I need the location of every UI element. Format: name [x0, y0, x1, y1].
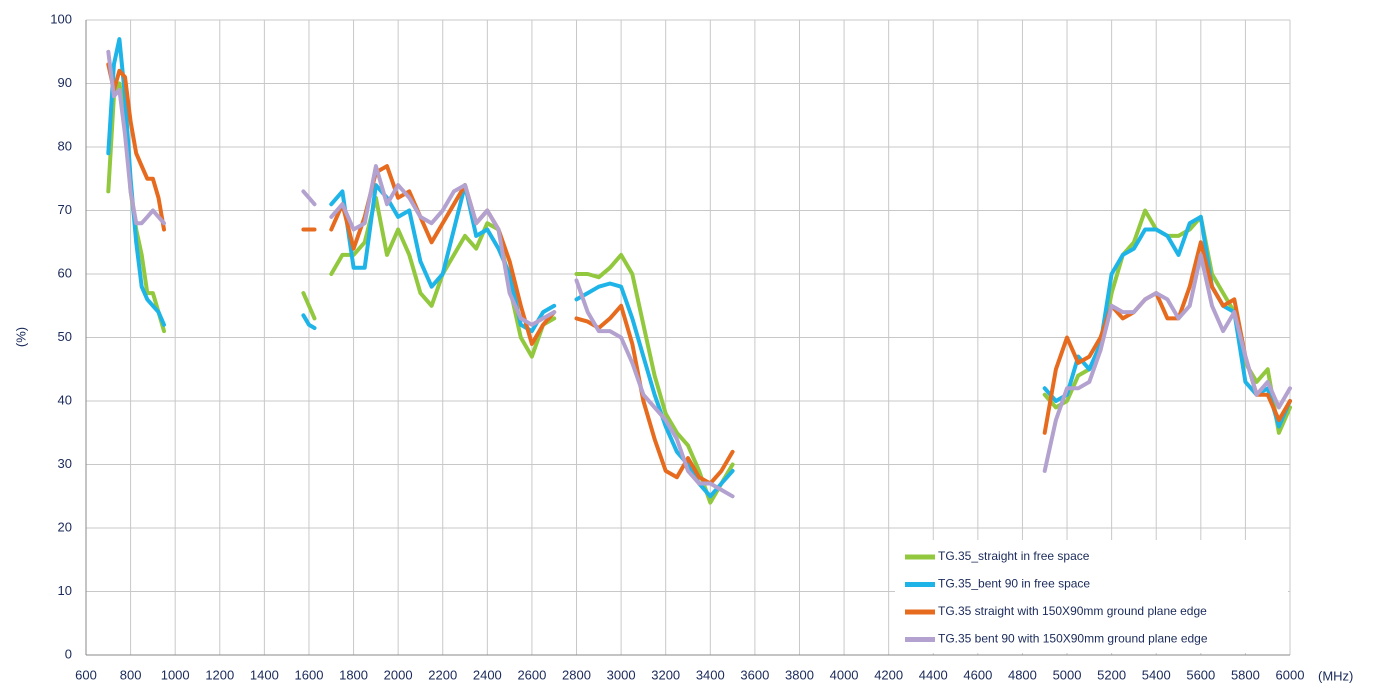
- x-tick-label: 4000: [830, 667, 859, 682]
- x-tick-label: 1800: [339, 667, 368, 682]
- y-tick-label: 70: [58, 202, 72, 217]
- y-axis-label: (%): [13, 327, 28, 347]
- y-tick-label: 10: [58, 583, 72, 598]
- legend-label: TG.35 straight with 150X90mm ground plan…: [938, 604, 1207, 618]
- x-tick-label: 5600: [1186, 667, 1215, 682]
- x-tick-label: 6000: [1276, 667, 1305, 682]
- legend-label: TG.35 bent 90 with 150X90mm ground plane…: [938, 632, 1208, 646]
- x-tick-label: 2000: [384, 667, 413, 682]
- x-tick-label: 3600: [740, 667, 769, 682]
- y-tick-label: 80: [58, 138, 72, 153]
- x-tick-label: 1000: [161, 667, 190, 682]
- series-line: [106, 37, 1292, 499]
- x-tick-label: 5400: [1142, 667, 1171, 682]
- x-tick-label: 3400: [696, 667, 725, 682]
- x-tick-label: 1200: [205, 667, 234, 682]
- x-tick-label: 1600: [295, 667, 324, 682]
- y-tick-label: 90: [58, 75, 72, 90]
- x-tick-label: 800: [120, 667, 142, 682]
- y-tick-label: 50: [58, 329, 72, 344]
- x-tick-label: 3200: [651, 667, 680, 682]
- y-tick-label: 40: [58, 392, 72, 407]
- x-tick-label: 2200: [428, 667, 457, 682]
- legend-label: TG.35_straight in free space: [938, 549, 1090, 563]
- legend-box: [895, 540, 1288, 653]
- y-tick-label: 0: [65, 646, 72, 661]
- x-tick-label: 1400: [250, 667, 279, 682]
- legend-label: TG.35_bent 90 in free space: [938, 577, 1090, 591]
- x-tick-label: 3000: [607, 667, 636, 682]
- x-tick-label: 5800: [1231, 667, 1260, 682]
- x-tick-label: 3800: [785, 667, 814, 682]
- series-line: [106, 81, 1292, 505]
- series-line: [106, 62, 1292, 486]
- x-tick-label: 4800: [1008, 667, 1037, 682]
- series-line: [106, 49, 1292, 499]
- y-tick-label: 100: [50, 11, 72, 26]
- x-tick-label: 4200: [874, 667, 903, 682]
- x-tick-label: 4600: [963, 667, 992, 682]
- x-tick-label: 5000: [1053, 667, 1082, 682]
- y-tick-label: 30: [58, 456, 72, 471]
- x-tick-label: 4400: [919, 667, 948, 682]
- x-axis-label: (MHz): [1318, 668, 1353, 683]
- x-tick-label: 2800: [562, 667, 591, 682]
- x-tick-label: 600: [75, 667, 97, 682]
- y-tick-label: 60: [58, 265, 72, 280]
- x-tick-label: 5200: [1097, 667, 1126, 682]
- x-tick-label: 2400: [473, 667, 502, 682]
- x-tick-label: 2600: [517, 667, 546, 682]
- y-tick-label: 20: [58, 519, 72, 534]
